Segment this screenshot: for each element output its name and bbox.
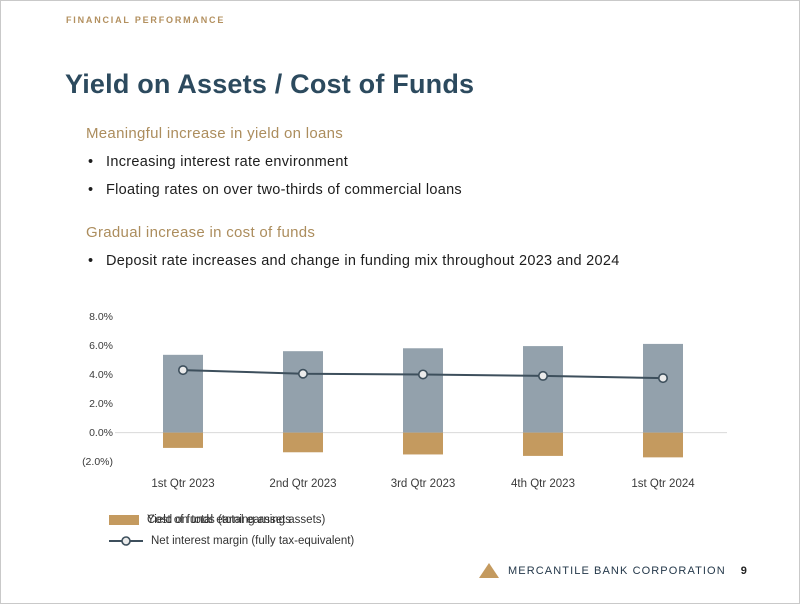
section-cost-of-funds: Gradual increase in cost of funds • Depo… — [86, 224, 766, 269]
yield-bar — [643, 343, 683, 433]
net-interest-margin-marker — [178, 365, 189, 376]
section-yield-on-loans: Meaningful increase in yield on loans • … — [86, 125, 766, 198]
chart-legend: Yield on total earning assets Cost of fu… — [109, 513, 749, 555]
net-interest-margin-marker — [417, 369, 428, 380]
bullet-marker: • — [88, 253, 94, 269]
bullet-text: Deposit rate increases and change in fun… — [106, 253, 620, 269]
section-heading: Meaningful increase in yield on loans — [86, 125, 344, 142]
x-axis-tick-label: 3rd Qtr 2023 — [391, 478, 456, 490]
legend-label: Cost of funds (total earning assets) — [147, 514, 326, 526]
yield-bar — [283, 351, 323, 433]
x-axis-tick-label: 4th Qtr 2023 — [511, 478, 575, 490]
eyebrow-label: FINANCIAL PERFORMANCE — [66, 15, 226, 25]
y-axis-tick-label: (2.0%) — [82, 456, 113, 468]
yield-bar — [523, 346, 563, 433]
bullet-marker: • — [88, 182, 94, 198]
bullet-marker: • — [88, 154, 94, 170]
x-axis-tick-label: 2nd Qtr 2023 — [269, 478, 336, 490]
cost-of-funds-bar — [403, 432, 443, 455]
cost-of-funds-bar — [643, 432, 683, 458]
bullet-text: Floating rates on over two-thirds of com… — [106, 182, 462, 198]
y-axis-tick-label: 4.0% — [89, 369, 113, 381]
bullet-item: • Floating rates on over two-thirds of c… — [86, 182, 766, 198]
net-interest-margin-marker — [298, 368, 309, 379]
page-number: 9 — [740, 564, 747, 577]
y-axis-tick-label: 0.0% — [89, 427, 113, 439]
cost-legend-swatch-icon — [109, 515, 139, 525]
cost-of-funds-bar — [523, 432, 563, 456]
cost-of-funds-bar — [163, 432, 203, 448]
company-name: MERCANTILE BANK CORPORATION — [508, 564, 726, 577]
legend-label: Net interest margin (fully tax-equivalen… — [151, 535, 355, 547]
company-logo-triangle-icon — [479, 563, 499, 578]
section-heading: Gradual increase in cost of funds — [86, 224, 316, 241]
legend-item-cost-of-funds: Cost of funds (total earning assets) — [109, 513, 325, 527]
cost-of-funds-bar — [283, 432, 323, 453]
page-title: Yield on Assets / Cost of Funds — [65, 69, 475, 99]
yield-bar — [403, 348, 443, 433]
bullet-item: • Deposit rate increases and change in f… — [86, 253, 766, 269]
y-axis-tick-label: 6.0% — [89, 340, 113, 352]
nim-legend-line-marker-icon — [109, 535, 143, 547]
slide-body: Meaningful increase in yield on loans • … — [86, 125, 766, 281]
yield-cost-of-funds-chart: 8.0% 6.0% 4.0% 2.0% 0.0% (2.0%) 1st Qtr 2023 2n… — [82, 311, 727, 490]
legend-label: Yield on total earning assets — [147, 514, 292, 526]
y-axis-tick-label: 2.0% — [89, 398, 113, 410]
x-axis-tick-label: 1st Qtr 2024 — [631, 478, 695, 490]
net-interest-margin-marker — [657, 373, 668, 384]
footer: MERCANTILE BANK CORPORATION 9 — [479, 563, 747, 578]
y-axis-tick-label: 8.0% — [89, 311, 113, 323]
net-interest-margin-marker — [537, 370, 548, 381]
legend-item-net-interest-margin: Net interest margin (fully tax-equivalen… — [109, 534, 354, 548]
bullet-item: • Increasing interest rate environment — [86, 154, 766, 170]
chart-area: 8.0% 6.0% 4.0% 2.0% 0.0% (2.0%) 1st Qtr 2023 2n… — [63, 301, 739, 506]
bullet-text: Increasing interest rate environment — [106, 154, 349, 170]
x-axis-tick-label: 1st Qtr 2023 — [151, 478, 214, 490]
